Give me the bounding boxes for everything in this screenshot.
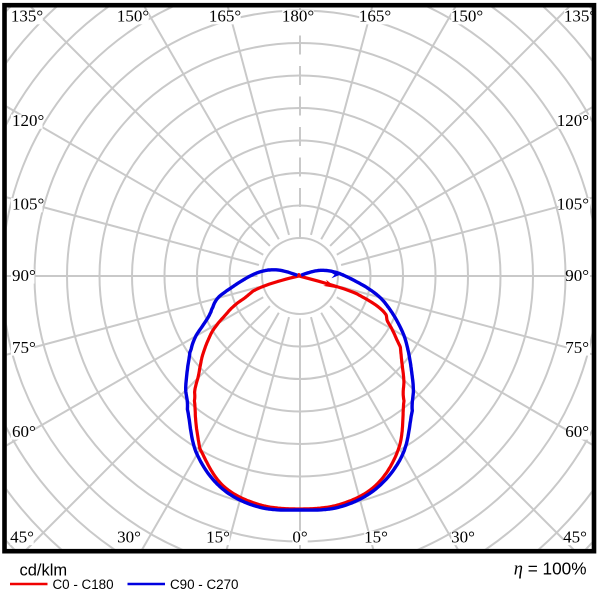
svg-text:cd/klm: cd/klm bbox=[20, 561, 68, 579]
svg-text:105°: 105° bbox=[12, 195, 44, 214]
svg-text:60°: 60° bbox=[565, 422, 589, 441]
svg-text:90°: 90° bbox=[12, 266, 36, 285]
svg-text:60°: 60° bbox=[12, 422, 36, 441]
svg-text:30°: 30° bbox=[117, 527, 141, 546]
svg-text:180°: 180° bbox=[282, 7, 314, 26]
svg-text:120°: 120° bbox=[557, 111, 589, 130]
svg-text:15°: 15° bbox=[206, 527, 230, 546]
svg-text:135°: 135° bbox=[564, 7, 596, 26]
svg-text:135°: 135° bbox=[11, 7, 43, 26]
svg-text:C0 - C180: C0 - C180 bbox=[53, 577, 114, 592]
svg-text:45°: 45° bbox=[10, 527, 34, 546]
svg-text:45°: 45° bbox=[563, 527, 587, 546]
svg-text:150°: 150° bbox=[117, 7, 149, 26]
svg-text:15°: 15° bbox=[364, 527, 388, 546]
svg-text:75°: 75° bbox=[12, 338, 36, 357]
svg-text:165°: 165° bbox=[359, 7, 391, 26]
svg-text:90°: 90° bbox=[565, 266, 589, 285]
svg-text:150°: 150° bbox=[451, 7, 483, 26]
svg-text:75°: 75° bbox=[565, 338, 589, 357]
svg-text:η = 100%: η = 100% bbox=[514, 559, 587, 580]
svg-text:165°: 165° bbox=[209, 7, 241, 26]
svg-text:0°: 0° bbox=[292, 527, 307, 546]
svg-text:C90 - C270: C90 - C270 bbox=[170, 577, 238, 592]
svg-text:30°: 30° bbox=[451, 527, 475, 546]
svg-text:120°: 120° bbox=[12, 111, 44, 130]
svg-text:105°: 105° bbox=[557, 195, 589, 214]
